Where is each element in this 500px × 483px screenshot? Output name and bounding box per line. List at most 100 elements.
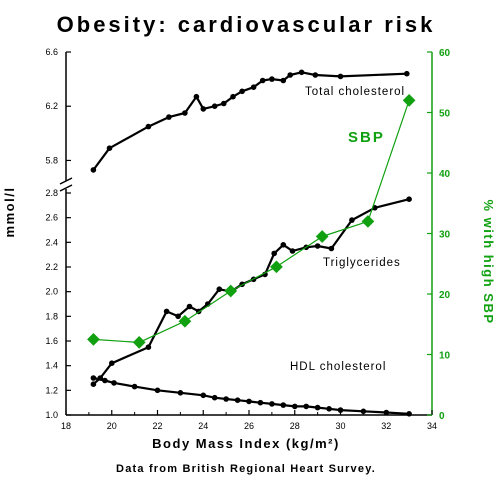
triglycerides-point (216, 286, 223, 293)
total-cholesterol-point (298, 69, 305, 76)
hdl-cholesterol-line (93, 376, 410, 415)
total-cholesterol-point (106, 145, 113, 151)
axis-break-mark (59, 177, 73, 192)
total-cholesterol-point (287, 72, 294, 78)
y-upper-tick-label: 5.8 (45, 155, 58, 165)
footer-note: Data from British Regional Heart Survey. (116, 463, 376, 475)
total-cholesterol-point (90, 167, 97, 173)
total-cholesterol-point (211, 103, 218, 109)
hdl-cholesterol-point (269, 401, 275, 407)
hdl-cholesterol-point (102, 377, 108, 384)
hdl-cholesterol-point (177, 390, 184, 396)
y-right-tick-label: 0 (439, 411, 445, 422)
x-axis-label: Body Mass Index (kg/m²) (152, 436, 340, 451)
hdl-cholesterol-point (111, 380, 117, 386)
total-cholesterol-point (239, 88, 245, 95)
total-cholesterol-point (312, 72, 319, 78)
y-lower-tick-label: 2.2 (45, 262, 58, 272)
total-cholesterol-point (145, 123, 152, 130)
hdl-cholesterol-point (337, 407, 344, 413)
hdl-cholesterol-point (154, 387, 161, 394)
sbp-point (270, 260, 283, 274)
y-lower-tick-label: 2.8 (45, 188, 58, 198)
hdl-cholesterol-point (303, 403, 310, 410)
total-cholesterol-point (221, 100, 227, 107)
x-tick-label: 26 (244, 421, 254, 431)
y-lower-tick-label: 2.0 (45, 287, 58, 297)
triglycerides-point (406, 196, 412, 202)
label-hdl-cholesterol: HDL cholesterol (290, 361, 386, 373)
sbp-point (87, 333, 100, 346)
triglycerides-point (145, 344, 152, 351)
y-right-tick-label: 10 (439, 351, 451, 362)
total-cholesterol-point (404, 70, 410, 77)
triglycerides-line (92, 198, 410, 386)
triglycerides-point (175, 313, 181, 320)
total-cholesterol-point (166, 114, 172, 120)
y-right-tick-label: 30 (439, 230, 451, 241)
triglycerides-point (186, 303, 193, 310)
y-upper-tick-label: 6.6 (45, 47, 58, 57)
y-right-tick-label: 40 (439, 169, 451, 180)
x-tick-label: 34 (427, 421, 437, 431)
hdl-cholesterol-point (383, 409, 390, 416)
y-right-tick-label: 20 (439, 290, 451, 301)
hdl-cholesterol-point (223, 396, 229, 402)
y-upper-tick-label: 6.2 (45, 101, 58, 111)
total-cholesterol-point (200, 106, 207, 112)
x-tick-label: 30 (335, 421, 345, 431)
total-cholesterol-point (230, 93, 236, 100)
hdl-cholesterol-point (360, 408, 367, 415)
total-cholesterol-point (337, 73, 344, 80)
x-tick-label: 18 (61, 421, 71, 431)
total-cholesterol-point (269, 76, 275, 82)
hdl-cholesterol-point (246, 398, 252, 405)
y-lower-tick-label: 1.0 (45, 410, 58, 420)
sbp-point (402, 94, 416, 107)
label-triglycerides: Triglycerides (323, 257, 401, 269)
y-axis-label-right: % with high SBP (481, 199, 496, 324)
y-axis-label-left: mmol/l (2, 187, 17, 238)
sbp-point (132, 336, 146, 349)
triglycerides-point (328, 245, 335, 252)
triglycerides-point (271, 250, 278, 257)
triglycerides-point (90, 381, 97, 388)
total-cholesterol-point (280, 77, 287, 84)
hdl-cholesterol-point (257, 399, 264, 406)
y-lower-tick-label: 1.4 (45, 361, 58, 371)
hdl-cholesterol-point (326, 406, 332, 412)
total-cholesterol-point (259, 77, 266, 84)
hdl-cholesterol-point (211, 394, 218, 401)
y-lower-tick-label: 1.6 (45, 336, 58, 346)
x-tick-label: 22 (152, 421, 162, 431)
triglycerides-point (314, 243, 321, 249)
series-layer (87, 69, 416, 417)
hdl-cholesterol-point (292, 403, 298, 410)
hdl-cholesterol-point (406, 411, 412, 417)
sbp-point (361, 215, 375, 228)
hdl-cholesterol-point (200, 392, 207, 399)
triglycerides-point (349, 217, 355, 223)
triglycerides-point (289, 248, 296, 254)
y-right-tick-label: 60 (439, 48, 451, 59)
x-tick-label: 32 (381, 421, 391, 431)
x-tick-label: 28 (290, 421, 300, 431)
x-tick-label: 20 (107, 421, 117, 431)
chart-title: Obesity: cardiovascular risk (57, 12, 436, 37)
y-lower-tick-label: 1.8 (45, 311, 58, 321)
sbp-line (93, 100, 410, 343)
triglycerides-point (109, 360, 115, 367)
label-sbp: SBP (348, 129, 385, 146)
sbp-point (178, 314, 192, 328)
triglycerides-point (280, 242, 287, 248)
y-lower-tick-label: 1.2 (45, 385, 58, 395)
hdl-cholesterol-point (90, 375, 97, 381)
hdl-cholesterol-point (314, 404, 321, 411)
y-lower-tick-label: 2.4 (45, 237, 58, 247)
total-cholesterol-point (182, 110, 188, 116)
total-cholesterol-point (193, 93, 200, 100)
total-cholesterol-point (250, 84, 257, 90)
hdl-cholesterol-point (234, 397, 241, 404)
label-total-cholesterol: Total cholesterol (305, 86, 405, 98)
